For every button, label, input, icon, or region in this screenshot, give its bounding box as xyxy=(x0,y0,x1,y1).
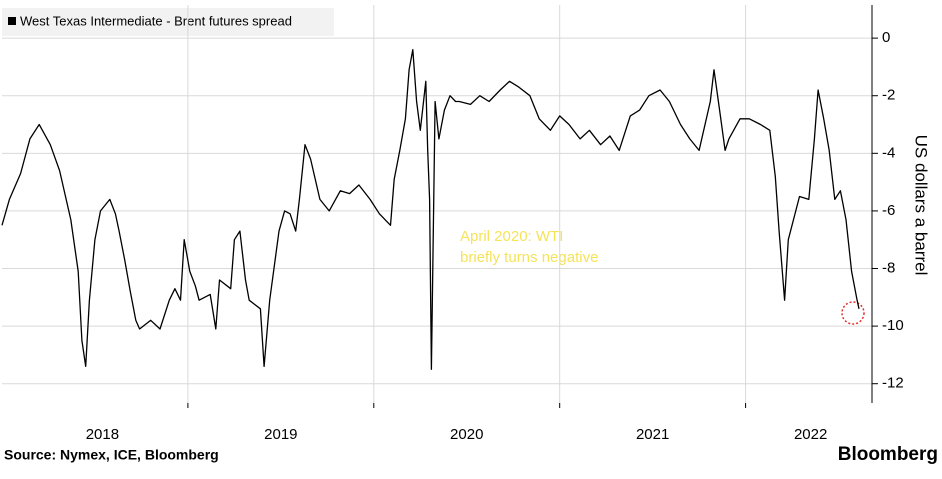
brand: Bloomberg xyxy=(838,444,938,465)
y-tick-label: -12 xyxy=(882,375,904,392)
y-axis-label: US dollars a barrel xyxy=(912,135,931,276)
highlight-circle xyxy=(841,301,865,325)
x-tick-label: 2020 xyxy=(450,426,483,443)
legend-box xyxy=(2,8,334,36)
legend-label: West Texas Intermediate - Brent futures … xyxy=(20,13,292,28)
x-tick-label: 2021 xyxy=(636,426,669,443)
y-tick-label: 0 xyxy=(882,29,890,46)
y-tick-label: -6 xyxy=(882,202,895,219)
legend-swatch xyxy=(8,17,16,25)
source: Source: Nymex, ICE, Bloomberg xyxy=(4,447,219,463)
annotation: April 2020: WTI xyxy=(460,228,563,245)
x-tick-label: 2019 xyxy=(264,426,297,443)
line xyxy=(1,48,860,370)
y-tick-label: -2 xyxy=(882,87,895,104)
annotation: briefly turns negative xyxy=(460,249,598,266)
y-tick-label: -8 xyxy=(882,259,895,276)
y-tick-label: -10 xyxy=(882,317,904,334)
y-tick-label: -4 xyxy=(882,144,895,161)
x-tick-label: 2018 xyxy=(86,426,119,443)
x-tick-label: 2022 xyxy=(794,426,827,443)
